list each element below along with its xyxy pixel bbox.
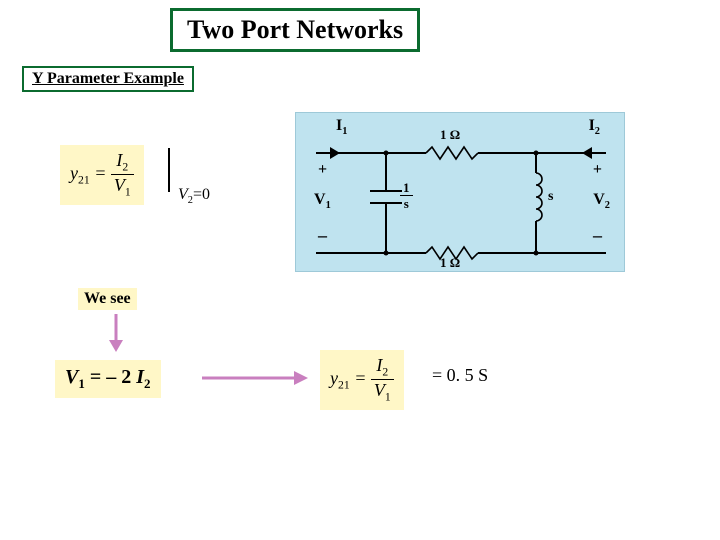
- lbl-I1: I1: [336, 117, 347, 137]
- eq-v1: V1 = – 2 I2: [55, 360, 161, 398]
- lbl-Rtop: 1 Ω: [440, 127, 460, 143]
- lbl-I2: I2: [589, 117, 600, 137]
- subtitle: Y Parameter Example: [22, 66, 194, 92]
- lbl-Rbot: 1 Ω: [440, 255, 460, 271]
- arrow-right-icon: [200, 368, 312, 388]
- lbl-minus2: –: [593, 225, 602, 246]
- y21-lhs: y21 = I2 V1: [70, 163, 134, 183]
- circuit-diagram: I1 I2 1 Ω 1 Ω + V1 – + V2 – 1s s: [295, 112, 625, 272]
- eq-y21-b: y21 = I2 V1: [320, 350, 404, 410]
- lbl-ind: s: [548, 189, 553, 205]
- lbl-V1: V1: [314, 191, 331, 211]
- page-title: Two Port Networks: [170, 8, 420, 52]
- y21b-lhs: y21 = I2 V1: [330, 368, 394, 388]
- subtitle-text: Y Parameter Example: [32, 70, 184, 87]
- eq-y21: y21 = I2 V1: [60, 145, 144, 205]
- condition: V2=0: [168, 148, 210, 192]
- we-see-label: We see: [78, 288, 137, 310]
- lbl-V2: V2: [593, 191, 610, 211]
- arrow-down-icon: [106, 312, 126, 354]
- y21b-frac: I2 V1: [371, 356, 394, 404]
- result-text: = 0. 5 S: [432, 365, 488, 386]
- y21-frac: I2 V1: [111, 151, 134, 199]
- title-text: Two Port Networks: [187, 15, 403, 44]
- lbl-minus1: –: [318, 225, 327, 246]
- lbl-plus1: +: [318, 161, 327, 179]
- lbl-cap: 1s: [400, 181, 413, 210]
- lbl-plus2: +: [593, 161, 602, 179]
